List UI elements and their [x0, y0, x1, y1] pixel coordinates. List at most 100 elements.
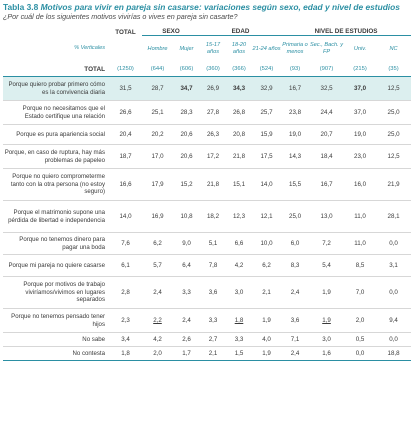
table-cell: 25,1: [142, 100, 173, 125]
table-cell: 19,0: [281, 124, 310, 145]
table-cell: 25,0: [376, 124, 412, 145]
table-cell: 20,7: [309, 124, 345, 145]
table-cell: 32,9: [252, 76, 282, 101]
table-cell: 23,8: [281, 100, 310, 125]
sample-size: (35): [376, 62, 412, 77]
column-header: NC: [389, 45, 398, 52]
row-label: Porque por motivos de trabajo viviríamos…: [3, 276, 109, 309]
table-cell: 3,0: [226, 276, 252, 309]
table-cell: 16,9: [142, 200, 173, 233]
table-cell: 3,6: [200, 276, 226, 309]
table-row: Porque no tenemos pensado tener hijos 2,3…: [3, 308, 412, 333]
table-cell: 3,3: [173, 276, 200, 309]
table-cell: 3,6: [281, 308, 310, 333]
table-cell: 32,5: [309, 76, 345, 101]
table-cell: 23,0: [344, 144, 377, 169]
table-row: Porque no necesitamos que el Estado cert…: [3, 100, 412, 125]
column-header: Mujer: [179, 45, 194, 52]
table-cell: 8,3: [281, 254, 310, 277]
column-header: Hombre: [147, 45, 168, 52]
sample-size: (644): [142, 62, 173, 77]
table-cell: 2,2: [142, 308, 173, 333]
table-cell: 10,0: [252, 232, 282, 255]
table-cell: 3,4: [109, 332, 142, 347]
table-row: Porque, en caso de ruptura, hay más prob…: [3, 144, 412, 169]
table-cell: 12,5: [376, 144, 412, 169]
table-cell: 25,7: [252, 100, 282, 125]
table-cell: 14,0: [109, 200, 142, 233]
sample-size-label: TOTAL: [3, 62, 109, 77]
table-cell: 2,1: [200, 346, 226, 361]
table-cell: 17,9: [142, 168, 173, 201]
table-cell: 15,5: [281, 168, 310, 201]
table-cell: 27,8: [200, 100, 226, 125]
table-cell: 12,3: [226, 200, 252, 233]
table-cell: 2,6: [173, 332, 200, 347]
table-cell: 21,9: [376, 168, 412, 201]
table-cell: 14,0: [252, 168, 282, 201]
table-cell: 8,5: [344, 254, 377, 277]
table-cell: 0,5: [344, 332, 377, 347]
table-cell: 2,1: [252, 276, 282, 309]
table-cell: 9,0: [173, 232, 200, 255]
group-sexo: SEXO: [142, 23, 200, 36]
table-cell: 17,0: [142, 144, 173, 169]
table-cell: 37,0: [344, 100, 377, 125]
sample-size: (93): [281, 62, 310, 77]
table-title: Tabla 3.8 Motivos para vivir en pareja s…: [3, 2, 411, 12]
column-header: [109, 36, 142, 63]
table-cell: 15,9: [252, 124, 282, 145]
table-cell: 0,0: [376, 332, 412, 347]
table-cell: 6,1: [109, 254, 142, 277]
table-cell: 17,5: [252, 144, 282, 169]
table-cell: 16,0: [344, 168, 377, 201]
row-label: Porque es pura apariencia social: [3, 124, 109, 145]
table-cell: 2,4: [142, 276, 173, 309]
table-cell: 26,8: [226, 100, 252, 125]
table-row: Porque mi pareja no quiere casarse 6,1 5,7…: [3, 254, 412, 277]
sample-size: (524): [252, 62, 282, 77]
column-header: 18-20 años: [231, 42, 247, 55]
table-cell: 6,4: [173, 254, 200, 277]
table-cell: 10,8: [173, 200, 200, 233]
table-cell: 5,4: [309, 254, 345, 277]
table-cell: 1,9: [252, 346, 282, 361]
table-cell: 18,7: [109, 144, 142, 169]
table-cell: 9,4: [376, 308, 412, 333]
table-cell: 24,4: [309, 100, 345, 125]
table-cell: 20,6: [173, 124, 200, 145]
table-cell: 28,1: [376, 200, 412, 233]
table-cell: 17,2: [200, 144, 226, 169]
table-cell: 11,0: [344, 200, 377, 233]
table-row: Porque no tenemos dinero para pagar una …: [3, 232, 412, 255]
table-cell: 12,1: [252, 200, 282, 233]
row-label: No sabe: [3, 332, 109, 347]
table-cell: 13,0: [309, 200, 345, 233]
table-cell: 20,8: [226, 124, 252, 145]
table-cell: 7,1: [281, 332, 310, 347]
sample-size: (360): [200, 62, 226, 77]
table-row: Porque el matrimonio supone una pérdida …: [3, 200, 412, 233]
row-label: Porque no necesitamos que el Estado cert…: [3, 100, 109, 125]
table-cell: 1,9: [309, 308, 345, 333]
table-cell: 2,7: [200, 332, 226, 347]
table-cell: 5,1: [200, 232, 226, 255]
table-cell: 20,4: [109, 124, 142, 145]
table-cell: 37,0: [344, 76, 377, 101]
table-cell: 2,0: [344, 308, 377, 333]
table-cell: 6,2: [252, 254, 282, 277]
column-header: 15-17 años: [205, 42, 221, 55]
table-cell: 21,8: [200, 168, 226, 201]
table-cell: 6,6: [226, 232, 252, 255]
row-label: No contesta: [3, 346, 109, 361]
table-cell: 2,0: [142, 346, 173, 361]
table-cell: 7,8: [200, 254, 226, 277]
table-cell: 0,0: [376, 276, 412, 309]
table-cell: 7,2: [309, 232, 345, 255]
table-cell: 15,2: [173, 168, 200, 201]
table-cell: 12,5: [376, 76, 412, 101]
sample-size: (215): [344, 62, 377, 77]
table-cell: 11,0: [344, 232, 377, 255]
group-estudios: NIVEL DE ESTUDIOS: [281, 23, 412, 36]
table-row: Porque no quiero comprometerme tanto con…: [3, 168, 412, 201]
